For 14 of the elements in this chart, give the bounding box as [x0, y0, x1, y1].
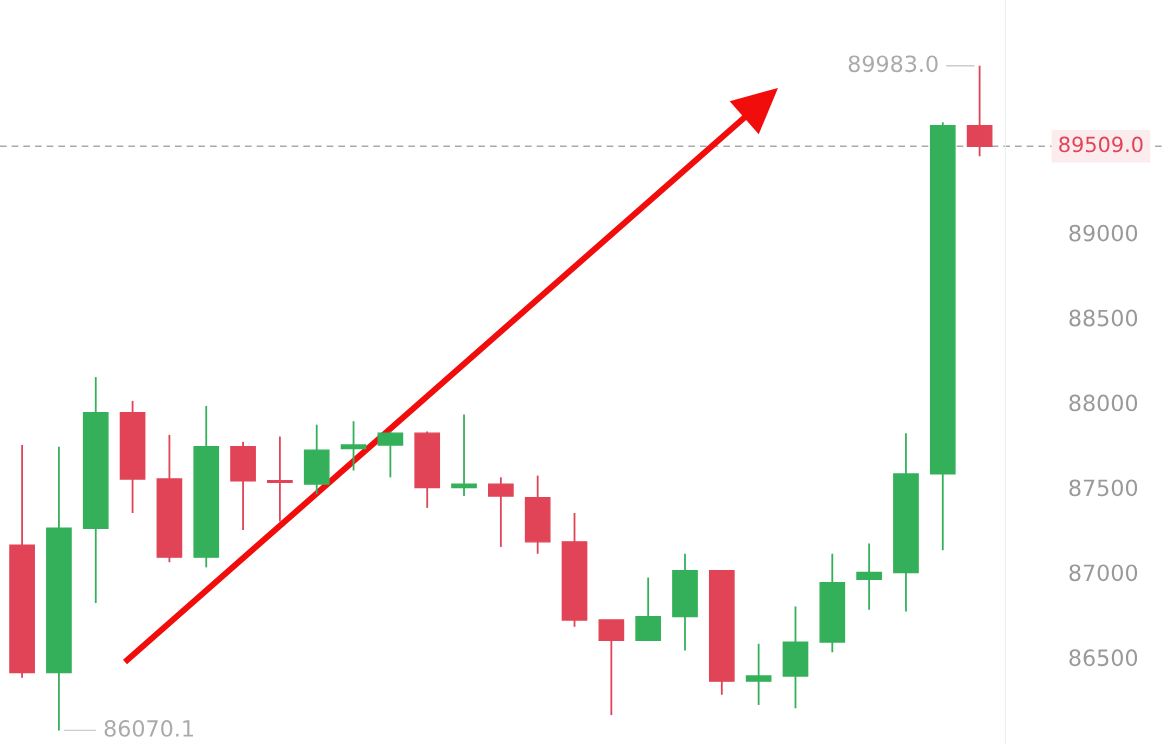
y-tick-label: 88000: [1069, 394, 1138, 412]
ref-line-label: 89509.0: [1059, 136, 1143, 153]
candlestick: [340, 420, 367, 472]
y-tick-label: 87500: [1069, 479, 1138, 497]
y-tick-label: 87000: [1069, 564, 1138, 582]
candlestick: [451, 413, 477, 497]
annotation: 89983.0: [848, 55, 938, 73]
candlestick: [745, 642, 772, 706]
annotation: 86070.1: [104, 720, 193, 737]
candlestick: [856, 542, 882, 611]
y-tick-label: 86500: [1069, 649, 1138, 667]
y-tick-label: 89000: [1069, 224, 1138, 242]
y-tick-label: 88500: [1069, 309, 1138, 327]
candlestick: [267, 435, 293, 523]
